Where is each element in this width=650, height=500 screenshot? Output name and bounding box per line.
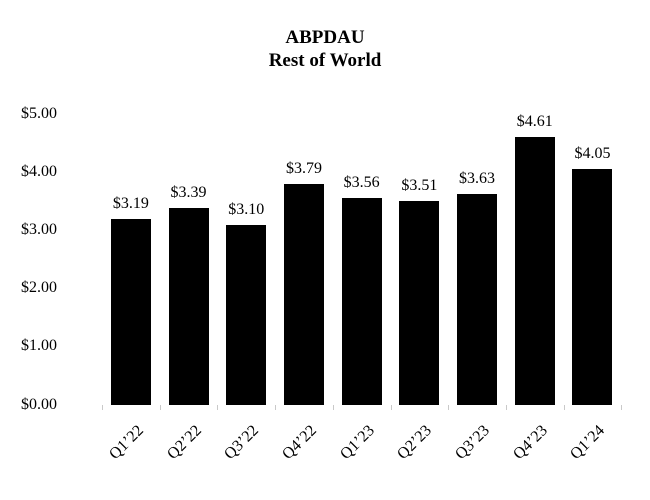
x-axis-tick <box>102 405 103 410</box>
chart-subtitle: Rest of World <box>268 50 382 71</box>
x-axis-tick <box>621 405 623 410</box>
x-axis-label: Q1’22 <box>105 422 147 463</box>
bar-q423 <box>514 137 555 405</box>
bar-value-label: $3.39 <box>170 184 207 201</box>
y-axis-label: $3.00 <box>21 220 57 238</box>
x-axis-tick <box>563 405 565 410</box>
bar-value-label: $3.56 <box>343 174 380 191</box>
x-axis-label: Q4’22 <box>279 422 320 463</box>
x-axis-tick <box>505 405 507 410</box>
bar-q123 <box>341 198 382 405</box>
bar-value-label: $3.51 <box>401 177 438 194</box>
bar-value-label: $4.61 <box>516 113 553 130</box>
x-axis-tick <box>217 405 219 410</box>
bar-q322 <box>226 225 267 405</box>
y-axis-label: $0.00 <box>21 395 57 413</box>
bar-q323 <box>457 194 498 405</box>
bar-q223 <box>399 201 440 405</box>
bar-value-label: $3.10 <box>228 201 265 218</box>
bar-q222 <box>168 208 209 405</box>
chart-title-block: ABPDAU Rest of World <box>0 26 650 72</box>
bar-q124 <box>572 169 613 405</box>
y-axis-label: $5.00 <box>21 104 57 122</box>
y-axis-label: $1.00 <box>21 337 57 355</box>
x-axis-tick <box>390 405 392 410</box>
bar-value-label: $3.63 <box>459 170 496 187</box>
x-axis-tick <box>275 405 277 410</box>
y-axis-label: $2.00 <box>21 279 57 297</box>
chart-title: ABPDAU <box>285 27 365 48</box>
x-axis-label: Q3’23 <box>452 422 494 463</box>
bar-value-label: $3.79 <box>285 160 322 177</box>
bar-q122 <box>110 219 151 405</box>
y-axis-label: $4.00 <box>21 162 57 180</box>
x-axis-tick <box>159 405 161 410</box>
x-axis-tick <box>332 405 334 410</box>
x-axis-tick <box>448 405 450 410</box>
bar-value-label: $4.05 <box>574 145 611 162</box>
bar-q422 <box>283 184 324 405</box>
bar-value-label: $3.19 <box>112 195 149 212</box>
